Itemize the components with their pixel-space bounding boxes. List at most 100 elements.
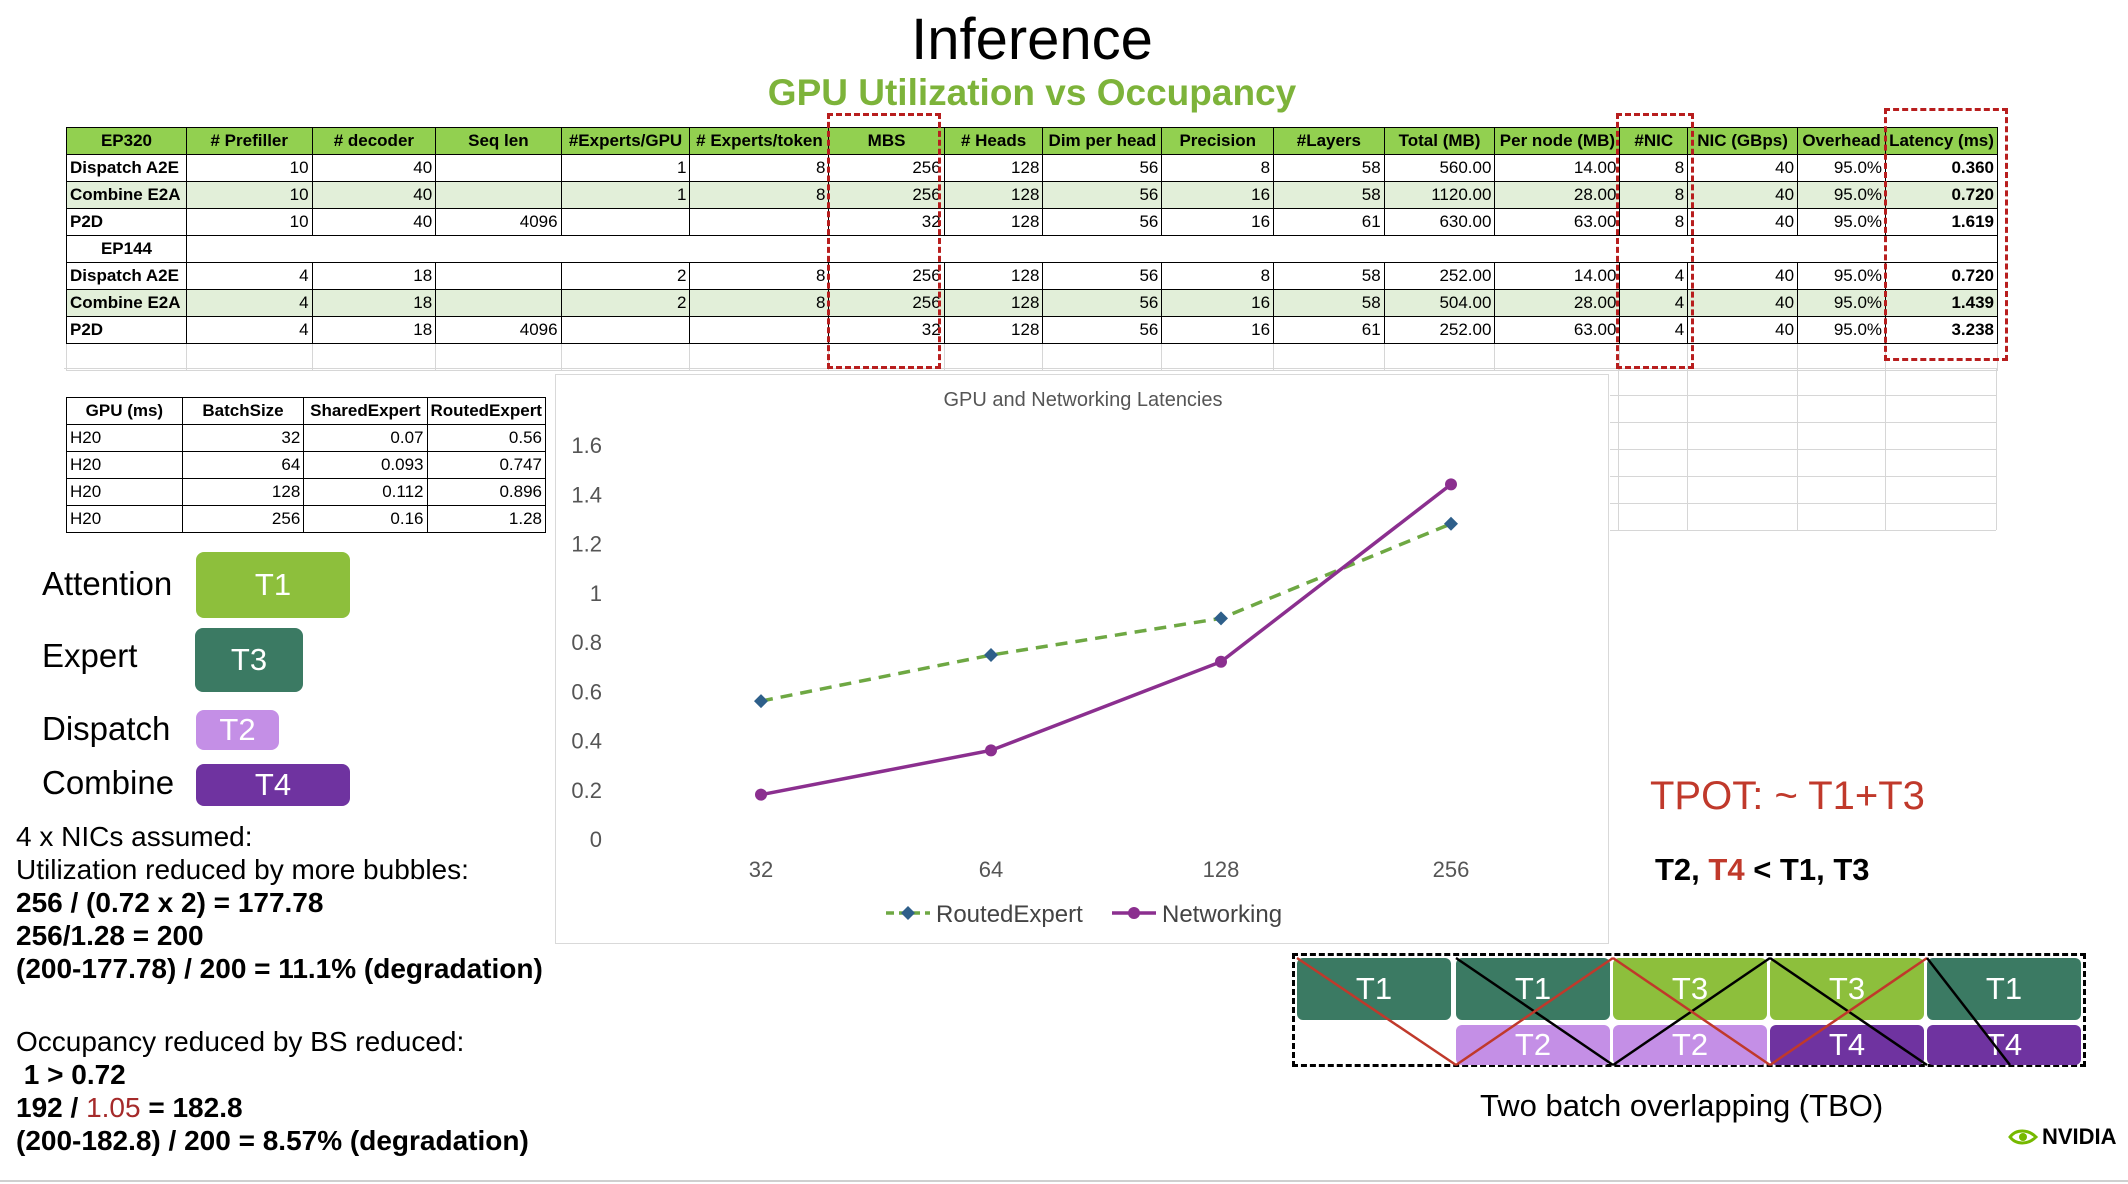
legend-marker <box>901 906 915 920</box>
table-cell: 4096 <box>435 208 562 236</box>
table-cell: 4 <box>185 316 313 344</box>
table-cell: 56 <box>1042 262 1163 290</box>
column-header: SharedExpert <box>303 397 428 425</box>
data-point-networking <box>1445 478 1457 491</box>
table-cell: 95.0% <box>1797 289 1887 317</box>
section-label: EP144 <box>66 235 187 263</box>
row-label-cell: Combine E2A <box>66 181 187 209</box>
table-cell: 40 <box>311 154 437 182</box>
table-cell: 4 <box>185 289 313 317</box>
table-cell: Overhead <box>1797 127 1887 155</box>
table-cell: 28.00 <box>1494 181 1621 209</box>
page-title: Inference <box>911 7 1153 72</box>
table-cell: 58 <box>1273 154 1385 182</box>
note-line: 4 x NICs assumed: <box>16 821 253 852</box>
series-line-networking <box>760 483 1453 797</box>
table-cell: 1.619 <box>1885 208 1998 236</box>
table-cell: 14.00 <box>1494 154 1621 182</box>
brand-name: NVIDIA <box>2042 1124 2117 1149</box>
note-line: (200-177.78) / 200 = 11.1% (degradation) <box>16 953 543 984</box>
nic-highlight-box <box>1616 113 1694 369</box>
table-row: Dispatch A2E 10 40 1 8 256 128 56 8 58 560.00 14.00… <box>66 154 1998 182</box>
table-cell: 128 <box>181 478 305 506</box>
table-cell: 8 <box>1161 154 1275 182</box>
empty-cell <box>185 343 313 371</box>
table-cell: 0.16 <box>303 505 428 533</box>
table-cell: 8 <box>689 289 830 317</box>
table-cell: 18 <box>311 262 437 290</box>
table-cell <box>435 289 562 317</box>
table-cell: # decoder <box>311 127 437 155</box>
nvidia-eye-icon <box>2008 1129 2038 1145</box>
table-cell: 56 <box>1042 181 1163 209</box>
inequality-text: T2, <box>1655 852 1709 887</box>
data-point-networking <box>985 744 997 757</box>
legend-label-expert: Expert <box>42 637 138 674</box>
empty-cell <box>560 343 691 371</box>
y-tick-label: 0.6 <box>571 679 602 704</box>
nvidia-logo: NVIDIA <box>2008 1124 2117 1150</box>
table-cell: 8 <box>689 181 830 209</box>
table-cell: 14.00 <box>1494 262 1621 290</box>
table-cell: 128 <box>943 289 1044 317</box>
note-line: 192 / 1.05 = 182.8 <box>16 1091 529 1124</box>
table-cell: 0.896 <box>426 478 546 506</box>
table-cell: 32 <box>181 424 305 452</box>
column-header: BatchSize <box>181 397 305 425</box>
empty-cell <box>943 343 1044 371</box>
table-cell: H20 <box>66 478 183 506</box>
table-cell: 64 <box>181 451 305 479</box>
table-cell: 56 <box>1042 208 1163 236</box>
series-line-routedexpert <box>760 522 1452 703</box>
table-cell: 256 <box>828 262 945 290</box>
task-inequality: T2, T4 < T1, T3 <box>1655 852 1870 888</box>
tbo-task-t4: T4 <box>1770 1025 1924 1065</box>
tbo-task-t3: T3 <box>1770 958 1924 1020</box>
note-text: 192 / <box>16 1092 87 1123</box>
table-cell: # Heads <box>943 127 1044 155</box>
data-point-routedexpert <box>1444 516 1458 531</box>
latency-chart: GPU and Networking Latencies 0 0.2 0.4 0.6 0… <box>571 389 1469 928</box>
row-label-cell: Dispatch A2E <box>66 154 187 182</box>
empty-cell <box>435 343 562 371</box>
table-cell: 16 <box>1161 316 1275 344</box>
table-cell: 40 <box>311 208 437 236</box>
table-row: Combine E2A 10 40 1 8 256 128 56 16 58 1120.00 28.0… <box>66 181 1998 209</box>
table-cell: 63.00 <box>1494 208 1621 236</box>
latency-highlight-box <box>1884 108 2008 361</box>
table-row: H20 64 0.093 0.747 <box>66 451 546 479</box>
y-tick-label: 1.6 <box>571 433 602 458</box>
y-tick-label: 1.4 <box>571 482 602 507</box>
y-tick-label: 0.4 <box>571 729 602 754</box>
table-cell: 0.07 <box>303 424 428 452</box>
table-cell: 8 <box>689 262 830 290</box>
table-cell: 8 <box>1619 208 1689 236</box>
table-cell: 16 <box>1161 289 1275 317</box>
table-cell: 256 <box>181 505 305 533</box>
table-cell: 0.093 <box>303 451 428 479</box>
tbo-task-t2: T2 <box>1613 1025 1767 1065</box>
column-header: GPU (ms) <box>66 397 183 425</box>
section-row: EP144 <box>66 235 1999 263</box>
empty-cell <box>1885 343 1998 371</box>
empty-cell <box>689 343 830 371</box>
table-cell: 8 <box>689 154 830 182</box>
row-label-cell: Dispatch A2E <box>66 262 187 290</box>
notes-utilization: 4 x NICs assumed: Utilization reduced by… <box>16 820 543 985</box>
table-cell: 256 <box>828 289 945 317</box>
legend-label-combine: Combine <box>42 764 175 801</box>
table-row: H20 32 0.07 0.56 <box>66 424 546 452</box>
tbo-task-t1: T1 <box>1456 958 1610 1020</box>
table-cell: 40 <box>1687 262 1799 290</box>
table-cell: 2 <box>560 289 691 317</box>
table-cell: 40 <box>1687 289 1799 317</box>
data-point-networking <box>1215 655 1227 668</box>
table-cell: 10 <box>185 208 313 236</box>
table-cell: 28.00 <box>1494 289 1621 317</box>
empty-cell <box>1042 343 1163 371</box>
table-cell <box>560 208 691 236</box>
empty-cell <box>1273 343 1385 371</box>
footer-divider <box>0 1180 2128 1182</box>
tbo-task-t3: T3 <box>1613 958 1767 1020</box>
row-label-cell: P2D <box>66 208 187 236</box>
